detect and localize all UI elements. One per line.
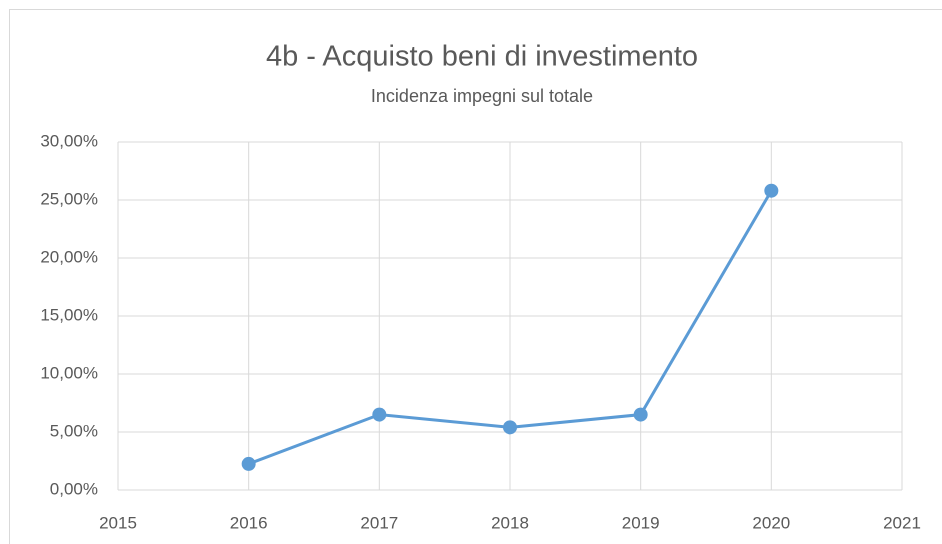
chart-border	[9, 9, 942, 544]
y-tick-label: 5,00%	[50, 421, 98, 440]
x-tick-label: 2015	[99, 513, 137, 532]
y-tick-label: 0,00%	[50, 479, 98, 498]
y-tick-label: 25,00%	[40, 189, 98, 208]
marker	[241, 456, 256, 471]
marker	[372, 407, 387, 422]
y-tick-label: 10,00%	[40, 363, 98, 382]
y-tick-label: 20,00%	[40, 247, 98, 266]
x-tick-label: 2017	[360, 513, 398, 532]
marker	[633, 407, 648, 422]
y-tick-label: 15,00%	[40, 305, 98, 324]
chart-title: 4b - Acquisto beni di investimento	[266, 41, 698, 73]
chart-subtitle: Incidenza impegni sul totale	[371, 86, 593, 106]
x-tick-label: 2021	[883, 513, 921, 532]
marker	[764, 183, 779, 198]
y-tick-label: 30,00%	[40, 131, 98, 150]
x-tick-label: 2018	[491, 513, 529, 532]
x-tick-label: 2016	[230, 513, 268, 532]
marker	[503, 420, 517, 435]
x-tick-label: 2020	[752, 513, 790, 532]
x-tick-label: 2019	[622, 513, 660, 532]
